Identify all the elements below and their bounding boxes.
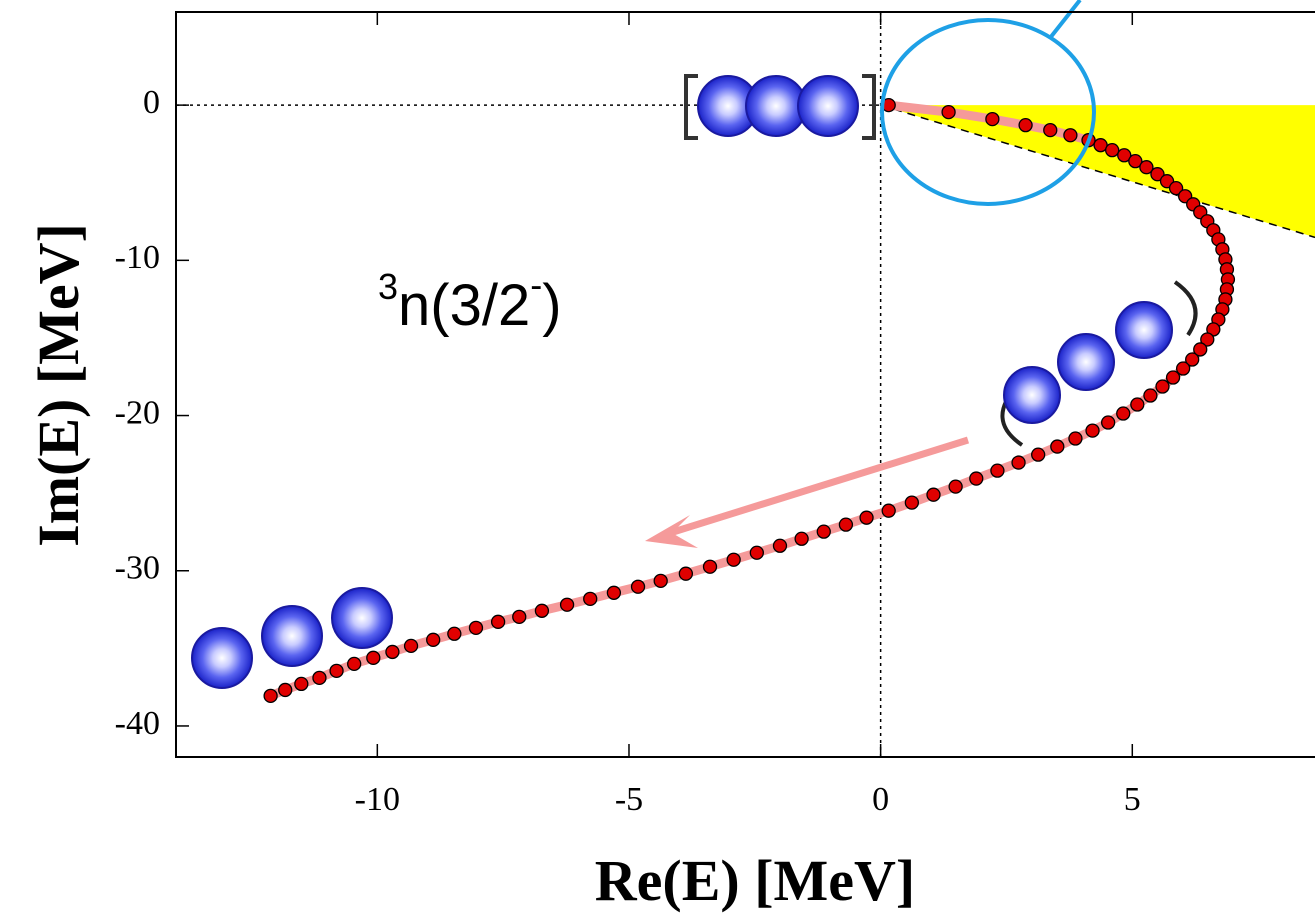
data-point <box>490 614 506 629</box>
data-point <box>1116 406 1131 421</box>
data-point <box>534 603 550 618</box>
data-point <box>559 597 575 612</box>
data-point <box>1100 415 1116 430</box>
data-point <box>1143 388 1158 403</box>
data-point <box>366 650 381 665</box>
data-point <box>447 626 462 641</box>
x-tick-label: -10 <box>355 781 400 818</box>
data-point <box>816 524 831 539</box>
highlight-circle <box>880 18 1096 206</box>
arrow <box>645 436 970 548</box>
y-tick-label: -20 <box>115 394 160 431</box>
data-point <box>969 471 984 486</box>
state-label-post: ) <box>542 273 561 338</box>
cut-line <box>880 104 1315 239</box>
data-point <box>426 632 441 647</box>
data-point <box>653 573 668 588</box>
data-point <box>1063 128 1078 143</box>
data-point <box>583 591 598 606</box>
decorations <box>191 0 1198 689</box>
bound-cluster <box>684 74 876 140</box>
data-point <box>512 609 527 624</box>
data-point <box>1018 117 1033 133</box>
data-point <box>1200 332 1215 347</box>
data-point <box>1130 397 1145 412</box>
data-point <box>794 531 809 546</box>
data-point <box>1117 148 1132 163</box>
data-point <box>630 579 646 594</box>
plot-frame <box>175 11 1315 758</box>
state-label-sup: - <box>530 264 542 305</box>
data-point <box>1128 154 1143 169</box>
trail-line <box>266 100 1233 701</box>
x-axis-label: Re(E) [MeV] <box>595 848 915 913</box>
x-tick-label: 5 <box>1124 781 1141 818</box>
data-point <box>1068 431 1083 446</box>
data-point <box>1139 160 1154 175</box>
data-point <box>1155 379 1170 394</box>
data-point <box>1085 423 1100 438</box>
data-point <box>1175 361 1191 376</box>
state-label-main: n(3/2 <box>398 273 530 338</box>
x-tick-label: 0 <box>872 781 889 818</box>
data-point <box>702 559 718 574</box>
data-point <box>347 656 362 672</box>
y-tick-label: -10 <box>115 239 160 276</box>
data-point <box>772 538 788 553</box>
y-tick-label: -30 <box>115 550 160 587</box>
plot-area <box>176 12 1315 757</box>
data-point <box>838 517 854 532</box>
data-point <box>1105 142 1120 158</box>
data-point <box>329 663 344 679</box>
data-point <box>859 510 874 525</box>
data-point <box>468 620 484 636</box>
data-point <box>385 644 400 660</box>
data-point <box>881 503 896 518</box>
data-point <box>1031 447 1046 462</box>
x-tick-label: -5 <box>615 781 643 818</box>
data-point <box>403 638 419 654</box>
data-point <box>948 479 963 494</box>
resonance-cluster <box>1000 280 1198 447</box>
highlight-pointer <box>1048 0 1082 40</box>
data-point <box>926 487 941 502</box>
data-point <box>1150 167 1165 182</box>
data-point <box>749 545 764 560</box>
data-point <box>990 463 1005 478</box>
data-point <box>904 495 919 510</box>
y-axis-label: Im(E) [MeV] <box>26 223 91 547</box>
y-tick-label: 0 <box>143 84 160 121</box>
data-point <box>263 688 278 703</box>
data-point <box>1165 370 1181 385</box>
data-point <box>1168 181 1184 196</box>
data-point <box>1050 439 1065 454</box>
data-point <box>1193 342 1208 357</box>
data-point <box>941 104 956 120</box>
data-point <box>1011 455 1026 470</box>
state-label-pre: 3 <box>378 266 398 307</box>
data-point <box>606 585 622 600</box>
state-label: 3n(3/2-) <box>378 264 562 338</box>
data-point <box>294 676 309 692</box>
data-point <box>278 682 293 698</box>
data-point <box>1185 352 1200 367</box>
data-point <box>985 111 1000 127</box>
data-point <box>1043 122 1058 138</box>
data-point <box>726 552 741 567</box>
y-tick-label: -40 <box>115 705 160 742</box>
decaying-cluster <box>191 587 393 689</box>
data-point <box>312 670 327 685</box>
data-point <box>678 566 694 581</box>
